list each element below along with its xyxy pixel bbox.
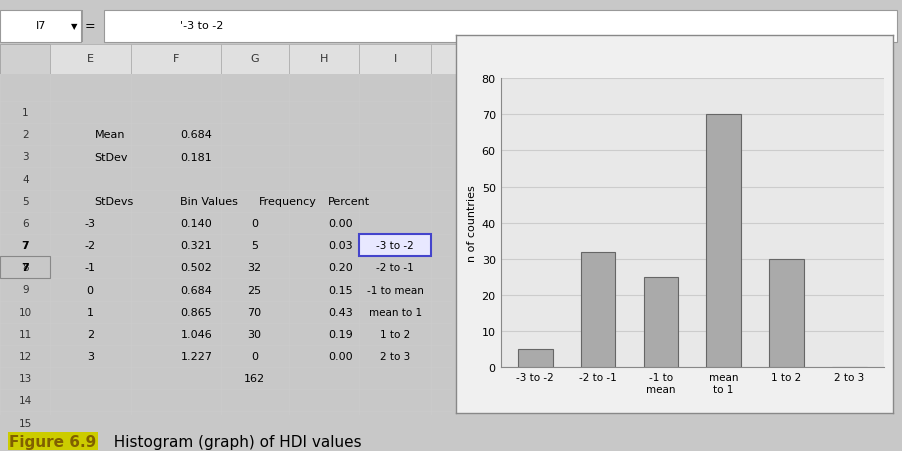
Text: 1.227: 1.227 <box>180 351 212 361</box>
Text: 0.502: 0.502 <box>180 263 212 273</box>
Bar <box>559 45 649 74</box>
Text: 3: 3 <box>22 152 29 162</box>
Text: N: N <box>798 54 807 64</box>
Text: 0.684: 0.684 <box>180 130 212 140</box>
Bar <box>359 45 431 74</box>
Bar <box>0 45 50 74</box>
Text: 8: 8 <box>22 262 29 273</box>
Text: G: G <box>251 54 259 64</box>
Text: I: I <box>393 54 397 64</box>
Text: 7: 7 <box>22 240 29 250</box>
Text: F: F <box>172 54 179 64</box>
Text: -1 to mean: -1 to mean <box>366 285 424 295</box>
Text: Frequency: Frequency <box>259 197 317 207</box>
Text: 5: 5 <box>22 196 29 206</box>
Text: 0.00: 0.00 <box>328 351 353 361</box>
Bar <box>706 115 741 368</box>
Bar <box>758 45 848 74</box>
Text: M: M <box>699 54 708 64</box>
Text: 10: 10 <box>19 307 32 317</box>
Bar <box>359 235 431 257</box>
Text: 12: 12 <box>19 351 32 361</box>
Text: 11: 11 <box>19 329 32 339</box>
Bar <box>649 45 758 74</box>
Text: 0.865: 0.865 <box>180 307 212 317</box>
Text: Mean: Mean <box>95 130 125 140</box>
Bar <box>0 257 50 279</box>
Text: 4: 4 <box>22 174 29 184</box>
Text: 3: 3 <box>87 351 94 361</box>
Text: 32: 32 <box>247 263 262 273</box>
Text: 0: 0 <box>87 285 94 295</box>
Text: 2: 2 <box>22 130 29 140</box>
Text: 30: 30 <box>247 329 262 339</box>
Bar <box>769 259 804 368</box>
Bar <box>581 252 615 368</box>
Text: K: K <box>519 54 526 64</box>
Bar <box>50 45 131 74</box>
Bar <box>518 350 553 368</box>
Text: 6: 6 <box>22 218 29 228</box>
Text: E: E <box>87 54 94 64</box>
Text: 70: 70 <box>247 307 262 317</box>
Text: 0.00: 0.00 <box>328 219 353 229</box>
Text: 5: 5 <box>251 241 258 251</box>
Text: 0.321: 0.321 <box>180 241 212 251</box>
Text: 13: 13 <box>19 373 32 383</box>
Text: 0.03: 0.03 <box>328 241 353 251</box>
Text: 1: 1 <box>22 108 29 118</box>
Bar <box>0 11 81 43</box>
Text: Histogram (graph) of HDI values: Histogram (graph) of HDI values <box>104 434 362 449</box>
Text: 2 to 3: 2 to 3 <box>380 351 410 361</box>
Text: StDev: StDev <box>95 152 128 162</box>
Text: -1: -1 <box>85 263 96 273</box>
Bar <box>289 45 359 74</box>
Text: 0: 0 <box>251 219 258 229</box>
Text: 9: 9 <box>22 285 29 295</box>
Text: 0.19: 0.19 <box>328 329 353 339</box>
Text: 1: 1 <box>87 307 94 317</box>
Text: 1.046: 1.046 <box>180 329 212 339</box>
Text: 25: 25 <box>247 285 262 295</box>
Bar <box>485 45 559 74</box>
Text: 7: 7 <box>22 240 29 250</box>
Text: 2: 2 <box>87 329 94 339</box>
Text: 0: 0 <box>251 351 258 361</box>
Text: 0.181: 0.181 <box>180 152 212 162</box>
Text: -3: -3 <box>85 219 96 229</box>
Text: 0.684: 0.684 <box>180 285 212 295</box>
Text: -2 to -1: -2 to -1 <box>376 263 414 273</box>
Text: I7: I7 <box>35 21 46 31</box>
Text: Figure 6.9: Figure 6.9 <box>9 434 97 449</box>
Text: =: = <box>85 20 96 33</box>
Text: 162: 162 <box>244 373 265 383</box>
Text: 0.20: 0.20 <box>328 263 353 273</box>
Text: 0.15: 0.15 <box>328 285 353 295</box>
Y-axis label: n of countries: n of countries <box>467 185 477 262</box>
Text: Percent: Percent <box>328 197 371 207</box>
Bar <box>221 45 289 74</box>
Text: -3 to -2: -3 to -2 <box>376 241 414 251</box>
Text: mean to 1: mean to 1 <box>369 307 421 317</box>
Text: StDevs: StDevs <box>95 197 134 207</box>
Text: J: J <box>456 54 460 64</box>
Bar <box>644 277 678 368</box>
Text: 15: 15 <box>19 418 32 428</box>
Bar <box>431 45 485 74</box>
Text: -2: -2 <box>85 241 96 251</box>
Bar <box>131 45 221 74</box>
Bar <box>104 11 897 43</box>
Bar <box>81 11 83 43</box>
Text: 1 to 2: 1 to 2 <box>380 329 410 339</box>
Text: 0.140: 0.140 <box>180 219 212 229</box>
Text: 0.43: 0.43 <box>328 307 353 317</box>
Text: ▼: ▼ <box>70 22 78 31</box>
Text: 7: 7 <box>22 263 29 273</box>
Text: H: H <box>319 54 328 64</box>
Text: 14: 14 <box>19 396 32 405</box>
Text: Bin Values: Bin Values <box>180 197 238 207</box>
Text: '-3 to -2: '-3 to -2 <box>180 21 224 31</box>
Text: L: L <box>602 54 607 64</box>
